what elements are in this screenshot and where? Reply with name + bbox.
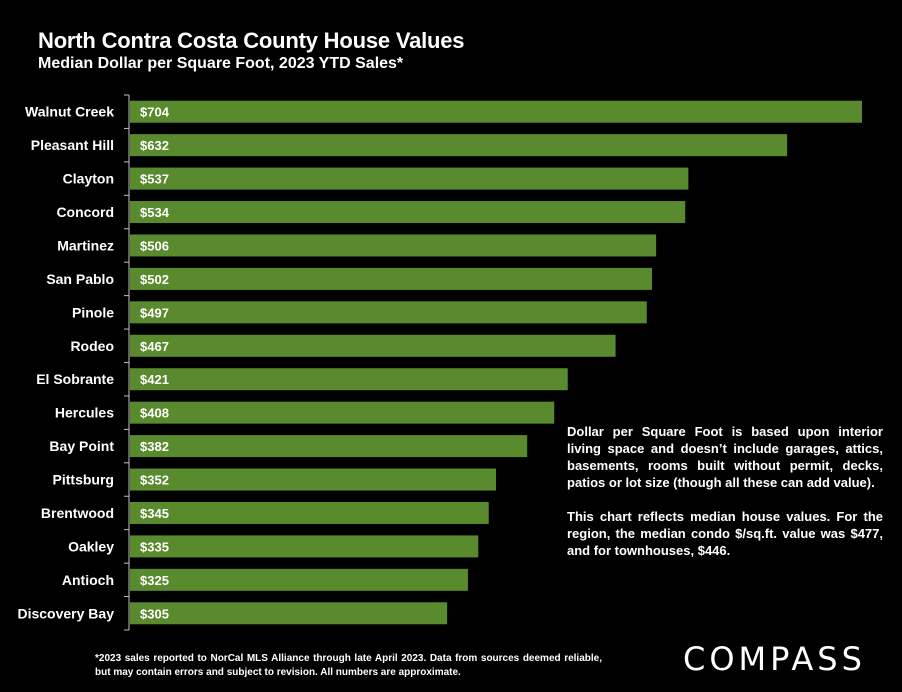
value-label: $497 xyxy=(140,305,169,320)
bar-concord xyxy=(130,201,686,224)
footnote: *2023 sales reported to NorCal MLS Allia… xyxy=(95,653,602,678)
category-label: Walnut Creek xyxy=(25,104,114,120)
bar-rodeo xyxy=(130,334,616,357)
value-label: $305 xyxy=(140,606,169,621)
value-label: $632 xyxy=(140,138,169,153)
value-label: $352 xyxy=(140,473,169,488)
category-label: Concord xyxy=(56,204,114,220)
bar-hercules xyxy=(130,401,555,424)
bar-pinole xyxy=(130,301,647,324)
value-label: $408 xyxy=(140,406,169,421)
category-label: Clayton xyxy=(63,171,114,187)
category-label: Pittsburg xyxy=(53,472,114,488)
value-label: $382 xyxy=(140,439,169,454)
value-label: $502 xyxy=(140,272,169,287)
value-label: $506 xyxy=(140,238,169,253)
category-label: El Sobrante xyxy=(36,371,114,387)
category-label: Discovery Bay xyxy=(17,605,114,621)
category-label: Oakley xyxy=(68,538,114,554)
compass-logo: COMPASS xyxy=(683,640,866,678)
category-label: Hercules xyxy=(55,405,114,421)
value-label: $421 xyxy=(140,372,169,387)
category-label: Antioch xyxy=(62,572,114,588)
bar-brentwood xyxy=(130,501,489,524)
bar-discovery-bay xyxy=(130,602,448,625)
note-paragraph-1: Dollar per Square Foot is based upon int… xyxy=(567,424,883,490)
bar-clayton xyxy=(130,167,689,190)
note-paragraph-2: This chart reflects median house values.… xyxy=(567,509,883,558)
category-label: Pleasant Hill xyxy=(31,137,114,153)
bar-san-pablo xyxy=(130,267,652,290)
category-label: Brentwood xyxy=(41,505,114,521)
methodology-note: Dollar per Square Foot is based upon int… xyxy=(567,423,883,576)
bar-martinez xyxy=(130,234,657,257)
value-label: $537 xyxy=(140,172,169,187)
bar-oakley xyxy=(130,535,479,558)
category-label: Pinole xyxy=(72,304,114,320)
bar-pittsburg xyxy=(130,468,496,491)
category-label: Bay Point xyxy=(49,438,114,454)
value-label: $704 xyxy=(140,105,170,120)
category-label: San Pablo xyxy=(46,271,114,287)
value-label: $325 xyxy=(140,573,169,588)
bar-walnut-creek xyxy=(130,100,862,123)
chart-subtitle: Median Dollar per Square Foot, 2023 YTD … xyxy=(38,55,404,72)
category-label: Martinez xyxy=(57,237,114,253)
value-label: $345 xyxy=(140,506,169,521)
value-label: $534 xyxy=(140,205,170,220)
chart-title: North Contra Costa County House Values xyxy=(38,28,465,53)
value-label: $335 xyxy=(140,539,169,554)
value-label: $467 xyxy=(140,339,169,354)
bar-pleasant-hill xyxy=(130,134,788,157)
bar-bay-point xyxy=(130,435,528,458)
bar-antioch xyxy=(130,568,468,591)
category-label: Rodeo xyxy=(70,338,114,354)
bar-el-sobrante xyxy=(130,368,568,391)
